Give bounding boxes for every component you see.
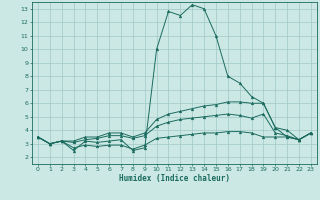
- X-axis label: Humidex (Indice chaleur): Humidex (Indice chaleur): [119, 174, 230, 183]
